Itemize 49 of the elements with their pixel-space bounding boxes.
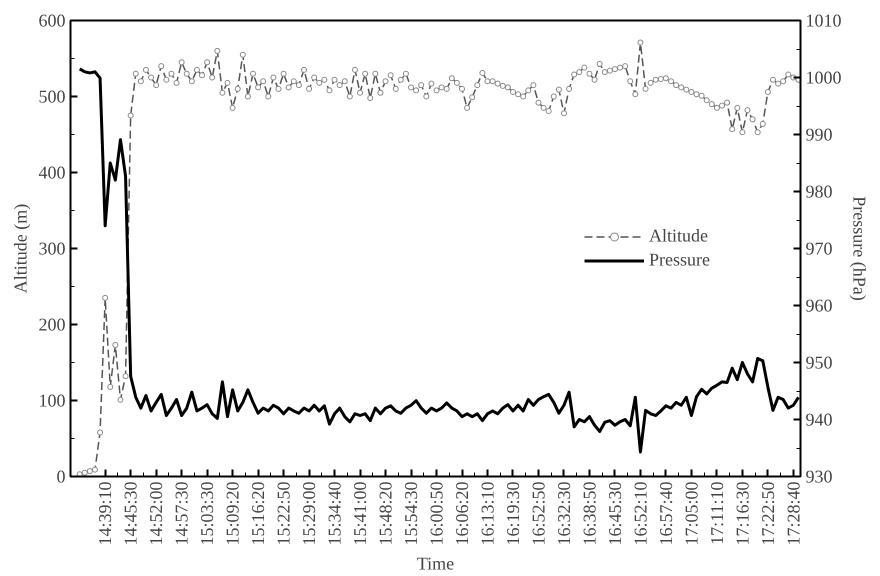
x-tick-label: 15:41:00 xyxy=(350,481,370,546)
x-tick-label: 16:13:10 xyxy=(477,481,498,546)
x-tick-label: 14:52:00 xyxy=(146,481,166,546)
x-tick-label: 17:16:30 xyxy=(732,481,752,546)
y-tick-label: 200 xyxy=(38,314,66,334)
x-tick-label: 16:52:10 xyxy=(630,481,650,546)
y2-tick-label: 1010 xyxy=(806,10,842,30)
x-tick-label: 14:39:10 xyxy=(95,481,116,546)
y2-tick-label: 1000 xyxy=(806,68,842,88)
x-tick-label: 15:48:20 xyxy=(376,481,396,546)
x-tick-label: 17:22:50 xyxy=(758,481,778,546)
y-tick-label: 0 xyxy=(56,466,66,486)
y2-tick-label: 930 xyxy=(806,466,832,486)
x-tick-label: 16:19:30 xyxy=(502,481,523,546)
x-tick-label: 16:06:20 xyxy=(452,481,472,546)
x-tick-label: 15:29:00 xyxy=(299,481,320,546)
x-tick-label: 16:57:40 xyxy=(656,481,676,546)
legend-label: Altitude xyxy=(649,226,708,246)
y2-axis-title: Pressure (hPa) xyxy=(850,196,870,301)
y2-tick-label: 970 xyxy=(806,238,832,258)
x-tick-label: 16:45:30 xyxy=(604,481,625,546)
x-tick-label: 16:32:30 xyxy=(554,481,574,546)
y2-tick-label: 960 xyxy=(806,296,832,316)
x-tick-label: 15:16:20 xyxy=(248,481,268,546)
x-tick-label: 17:28:40 xyxy=(783,481,804,546)
y-tick-label: 100 xyxy=(38,390,66,410)
x-tick-label: 17:11:10 xyxy=(706,481,727,545)
x-tick-label: 15:22:50 xyxy=(274,481,294,546)
x-tick-label: 17:05:00 xyxy=(681,481,702,546)
y-tick-label: 600 xyxy=(38,10,66,30)
y-tick-label: 400 xyxy=(38,162,66,182)
x-tick-label: 16:00:50 xyxy=(426,481,447,546)
y2-tick-label: 990 xyxy=(806,124,832,144)
legend-label: Pressure xyxy=(649,250,710,270)
x-tick-label: 15:09:20 xyxy=(222,481,243,546)
y2-tick-label: 980 xyxy=(806,182,832,202)
x-tick-label: 16:38:50 xyxy=(579,481,600,546)
x-tick-label: 15:03:30 xyxy=(197,481,218,546)
y-tick-label: 300 xyxy=(38,238,66,258)
y-axis-title: Altitude (m) xyxy=(10,204,30,294)
x-axis-title: Time xyxy=(416,554,454,574)
x-tick-label: 14:57:30 xyxy=(172,481,192,546)
y2-tick-label: 950 xyxy=(806,352,832,372)
x-tick-label: 14:45:30 xyxy=(120,481,141,546)
y-tick-label: 500 xyxy=(38,86,66,106)
x-tick-label: 15:34:40 xyxy=(324,481,345,546)
x-tick-label: 15:54:30 xyxy=(401,481,422,546)
x-tick-label: 16:52:50 xyxy=(528,481,548,546)
y2-tick-label: 940 xyxy=(806,410,832,430)
